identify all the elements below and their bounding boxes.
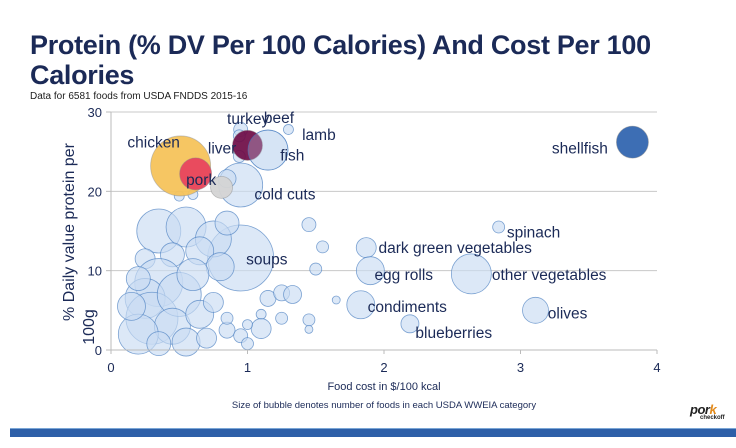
highlighted-bubbles-layer	[150, 125, 649, 199]
x-tick-label-0: 0	[107, 360, 114, 375]
logo-sub: checkoff	[700, 415, 725, 421]
bubble-20	[331, 295, 341, 305]
label-beef: beef	[264, 110, 295, 127]
label-fish: fish	[280, 147, 304, 164]
bubble-shellfish	[616, 125, 649, 159]
bubble-17	[301, 217, 317, 233]
bubble-39	[202, 291, 224, 313]
bubble-13	[450, 253, 492, 295]
label-cold-cuts: cold cuts	[254, 186, 315, 203]
bubble-49	[255, 308, 267, 320]
bubble-54	[196, 327, 217, 349]
bubble-48	[283, 285, 302, 304]
axes: 0 10 20 30 0 1 2 3 4	[88, 105, 661, 375]
label-blueberries: blueberries	[415, 325, 492, 342]
bubble-11	[355, 237, 377, 259]
label-shellfish: shellfish	[552, 140, 608, 157]
x-axis-label: Food cost in $/100 kcal	[327, 381, 440, 393]
bubble-14	[346, 290, 376, 320]
bubble-42	[146, 331, 172, 357]
bubble-44	[176, 258, 210, 292]
y-axis-label-line2: 100g	[81, 309, 98, 345]
bubble-21	[302, 313, 316, 327]
bubble-18	[316, 240, 329, 254]
bubble-liver	[232, 129, 263, 161]
bubble-45	[125, 266, 151, 292]
logo-word: por	[690, 402, 710, 417]
bubble-22	[304, 324, 314, 334]
bubble-50	[250, 318, 272, 339]
y-tick-label-20: 20	[88, 184, 102, 199]
chart-footnote: Size of bubble denotes number of foods i…	[232, 400, 536, 411]
label-lamb: lamb	[302, 127, 336, 144]
label-other-vegetables: other vegetables	[492, 267, 607, 284]
label-egg-rolls: egg rolls	[374, 267, 433, 284]
label-chicken: chicken	[127, 135, 180, 152]
label-pork: pork	[186, 172, 216, 189]
label-olives: olives	[548, 305, 588, 322]
footer-bar	[10, 428, 736, 437]
bubble-26	[214, 210, 240, 236]
label-liver: liver	[208, 140, 236, 157]
bubble-beef-fish-overlay	[247, 129, 289, 171]
x-tick-label-4: 4	[653, 360, 660, 375]
bubble-37	[171, 327, 201, 357]
x-tick-label-1: 1	[244, 360, 251, 375]
label-soups: soups	[246, 251, 288, 268]
bubble-19	[309, 262, 323, 276]
bubble-12	[355, 256, 385, 286]
label-dark-green-vegetables: dark green vegetables	[379, 240, 533, 257]
bubble-3	[283, 124, 294, 135]
bubble-15	[522, 296, 549, 324]
y-axis-label-line1: % Daily value protein per	[61, 142, 78, 321]
bubble-53	[242, 319, 253, 331]
y-tick-label-0: 0	[95, 343, 102, 358]
bubble-pork	[179, 157, 213, 191]
bubble-51	[275, 311, 289, 325]
slide-subtitle: Data for 6581 foods from USDA FNDDS 2015…	[30, 91, 248, 102]
label-turkey: turkey	[227, 111, 269, 128]
bubble-16	[400, 314, 420, 334]
bubble-10	[492, 220, 506, 234]
bubble-gray	[210, 175, 233, 199]
label-condiments: condiments	[368, 299, 448, 316]
y-tick-label-30: 30	[88, 105, 102, 120]
x-tick-label-3: 3	[517, 360, 524, 375]
logo-accent: k	[709, 402, 717, 417]
pork-checkoff-logo: pork checkoff	[688, 402, 732, 424]
bubble-52	[220, 311, 234, 325]
bubble-55	[241, 337, 254, 351]
label-spinach: spinach	[507, 224, 560, 241]
bubble-30	[205, 252, 235, 282]
x-tick-label-2: 2	[380, 360, 387, 375]
slide-title: Protein (% DV Per 100 Calories) And Cost…	[30, 30, 651, 90]
y-tick-label-10: 10	[88, 264, 102, 279]
bubble-43	[117, 291, 146, 321]
